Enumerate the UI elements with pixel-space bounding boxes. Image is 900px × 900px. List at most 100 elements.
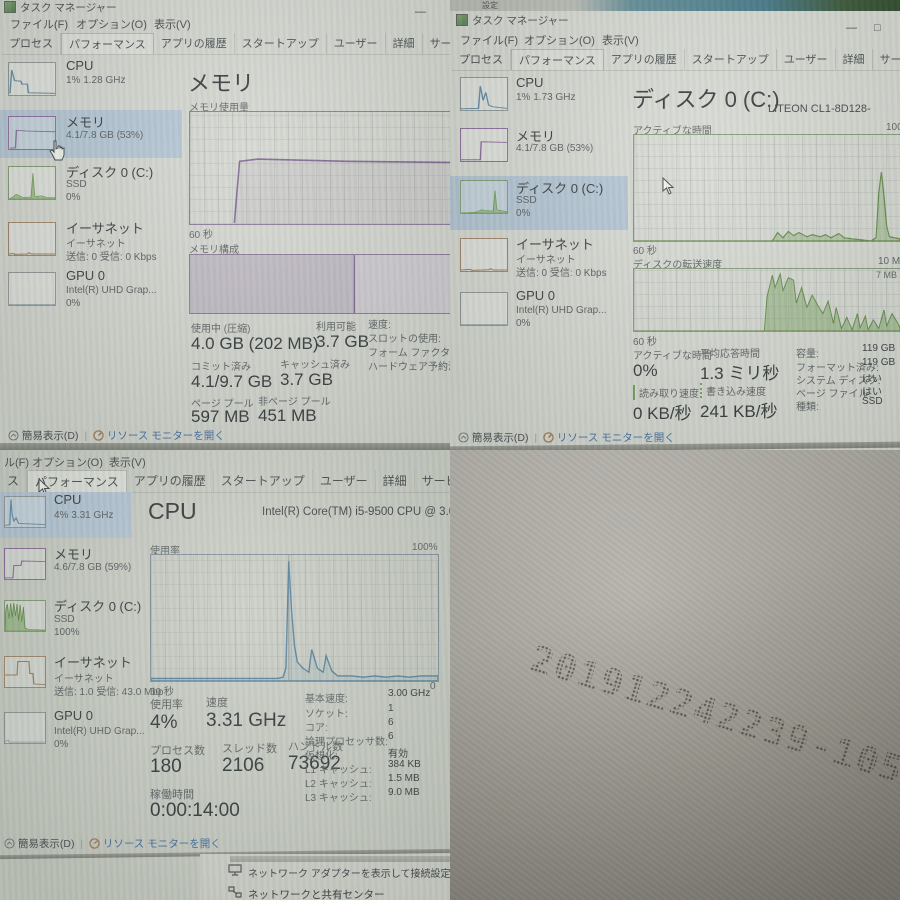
sidebar-item-gpu[interactable]: GPU 0 Intel(R) UHD Grap... 0%: [0, 708, 145, 760]
sidebar-memory-title: メモリ: [54, 547, 94, 562]
taskmgr-disk-window: 設定 タスク マネージャー — □ ファイル(F) オプション(O) 表示(V)…: [450, 0, 900, 450]
menu-file[interactable]: ファイル(F): [460, 35, 519, 47]
nonpaged-pool-value: 451 MB: [258, 406, 317, 425]
network-settings-window-fragment: ネットワーク アダプターを表示して接続設定を変更します ネットワークと共有センタ…: [200, 854, 450, 900]
sidebar-disk-title: ディスク 0 (C:): [516, 181, 604, 196]
hw-reserved-label: ハードウェア予約済み:: [368, 362, 450, 373]
minimize-button[interactable]: —: [415, 6, 426, 18]
active-time-stat-label: アクティブな時間: [633, 351, 712, 362]
tab-processes-fragment[interactable]: ス: [0, 470, 28, 492]
sidebar-item-memory[interactable]: メモリ 4.1/7.8 GB (53%): [0, 110, 182, 158]
sidebar-item-disk[interactable]: ディスク 0 (C:) SSD 0%: [0, 162, 182, 214]
tab-processes[interactable]: プロセス: [452, 49, 511, 70]
taskmgr-cpu-window: ル(F) オプション(O) 表示(V) ス パフォーマンス アプリの履歴 スター…: [0, 450, 450, 900]
tab-performance[interactable]: パフォーマンス: [511, 49, 604, 70]
sidebar-item-cpu[interactable]: CPU 4% 3.31 GHz: [0, 492, 132, 538]
menu-options[interactable]: オプション(O): [76, 19, 147, 31]
disk-thumbnail-chart: [460, 180, 508, 214]
sidebar-disk-percent: 100%: [54, 627, 80, 638]
tab-performance[interactable]: パフォーマンス: [61, 33, 154, 54]
sidebar-item-cpu[interactable]: CPU 1% 1.28 GHz: [0, 58, 182, 106]
chevron-up-circle-icon: [8, 430, 19, 441]
sidebar-ethernet-traffic: 送信: 1.0 受信: 43.0 Mbp: [54, 687, 164, 698]
metal-surface-photo: 201912242239-105: [450, 450, 900, 900]
maximize-button[interactable]: □: [874, 22, 881, 34]
logical-processors-label: 論理プロセッサ数:: [305, 737, 388, 748]
nonpaged-pool-label: 非ページ プール: [258, 397, 331, 408]
tab-app-history[interactable]: アプリの履歴: [127, 470, 214, 492]
photo-edge: [0, 443, 450, 450]
sidebar-gpu-name: Intel(R) UHD Grap...: [66, 285, 157, 296]
read-speed-value: 0 KB/秒: [633, 404, 692, 423]
sidebar-disk-percent: 0%: [66, 192, 81, 203]
sidebar-ethernet-name: イーサネット: [54, 674, 114, 685]
tab-startup[interactable]: スタートアップ: [214, 470, 313, 492]
committed-label: コミット済み: [191, 362, 251, 373]
sidebar-item-gpu[interactable]: GPU 0 Intel(R) UHD Grap... 0%: [450, 288, 628, 340]
sidebar-item-ethernet[interactable]: イーサネット イーサネット 送信: 0 受信: 0 Kbps: [0, 218, 182, 270]
tab-details[interactable]: 詳細: [386, 33, 423, 54]
menu-view[interactable]: 表示(V): [109, 457, 146, 469]
sidebar-cpu-title: CPU: [54, 492, 82, 507]
tab-bar: ス パフォーマンス アプリの履歴 スタートアップ ユーザー 詳細 サービス: [0, 470, 450, 493]
sidebar-item-ethernet[interactable]: イーサネット イーサネット 送信: 1.0 受信: 43.0 Mbp: [0, 652, 164, 704]
sidebar-item-ethernet[interactable]: イーサネット イーサネット 送信: 0 受信: 0 Kbps: [450, 234, 628, 286]
sidebar-item-disk[interactable]: ディスク 0 (C:) SSD 100%: [0, 596, 141, 648]
tab-details[interactable]: 詳細: [836, 49, 873, 70]
menu-file-fragment[interactable]: ル(F): [4, 457, 30, 469]
sidebar-item-memory[interactable]: メモリ 4.6/7.8 GB (59%): [0, 544, 132, 590]
transfer-scale: 10 MB: [878, 256, 900, 267]
menu-view[interactable]: 表示(V): [602, 35, 639, 47]
tab-services[interactable]: サービス: [873, 49, 900, 70]
network-adapter-link[interactable]: ネットワーク アダプターを表示して接続設定を変更します: [248, 869, 450, 880]
sidebar-gpu-title: GPU 0: [516, 288, 556, 303]
open-resource-monitor-link[interactable]: リソース モニターを開く: [556, 432, 675, 444]
tab-processes[interactable]: プロセス: [2, 33, 61, 54]
status-separator: |: [531, 432, 540, 444]
tab-users[interactable]: ユーザー: [313, 470, 376, 492]
tab-details[interactable]: 詳細: [376, 470, 415, 492]
sidebar-item-memory[interactable]: メモリ 4.1/7.8 GB (53%): [450, 126, 628, 174]
tab-startup[interactable]: スタートアップ: [235, 33, 327, 54]
tab-startup[interactable]: スタートアップ: [685, 49, 777, 70]
threads-value: 2106: [222, 755, 265, 776]
menu-options[interactable]: オプション(O): [524, 35, 595, 47]
resource-monitor-icon: [93, 430, 104, 441]
transfer-peak-label: 7 MB: [875, 270, 897, 280]
tab-performance[interactable]: パフォーマンス: [27, 470, 127, 492]
simple-view-toggle[interactable]: 簡易表示(D): [471, 432, 529, 444]
sidebar-cpu-stats: 1% 1.28 GHz: [66, 75, 126, 86]
sidebar-gpu-percent: 0%: [54, 739, 69, 750]
simple-view-toggle[interactable]: 簡易表示(D): [21, 430, 79, 442]
memory-usage-chart: [189, 111, 450, 225]
minimize-button[interactable]: —: [846, 22, 857, 34]
threads-label: スレッド数: [222, 743, 277, 755]
tab-services[interactable]: サービス: [415, 470, 450, 492]
l3-cache-value: 9.0 MB: [388, 787, 420, 798]
tab-services[interactable]: サービス: [423, 33, 450, 54]
simple-view-toggle[interactable]: 簡易表示(D): [17, 838, 75, 850]
cores-label: コア:: [305, 723, 328, 734]
cpu-thumbnail-chart: [4, 496, 46, 528]
disk-transfer-chart: 7 MB: [633, 268, 900, 332]
cpu-thumbnail-chart: [460, 77, 508, 111]
tab-users[interactable]: ユーザー: [777, 49, 836, 70]
cpu-timeline-label: 60 秒: [150, 687, 174, 698]
tab-app-history[interactable]: アプリの履歴: [154, 33, 235, 54]
open-resource-monitor-link[interactable]: リソース モニターを開く: [106, 430, 225, 442]
utilization-label: 使用率: [150, 699, 183, 711]
active-time-scale: 100%: [886, 122, 900, 133]
sidebar-cpu-stats: 1% 1.73 GHz: [516, 92, 576, 103]
cut-off-text-smear: [230, 856, 450, 862]
l2-cache-value: 1.5 MB: [388, 773, 420, 784]
menu-options[interactable]: オプション(O): [32, 457, 103, 469]
network-share-center-link[interactable]: ネットワークと共有センター: [248, 889, 385, 900]
menu-view[interactable]: 表示(V): [154, 19, 191, 31]
sidebar-item-gpu[interactable]: GPU 0 Intel(R) UHD Grap... 0%: [0, 268, 182, 320]
open-resource-monitor-link[interactable]: リソース モニターを開く: [102, 838, 221, 850]
menu-file[interactable]: ファイル(F): [10, 19, 69, 31]
tab-app-history[interactable]: アプリの履歴: [604, 49, 685, 70]
sidebar-item-cpu[interactable]: CPU 1% 1.73 GHz: [450, 75, 628, 123]
tab-users[interactable]: ユーザー: [327, 33, 386, 54]
sidebar-item-disk[interactable]: ディスク 0 (C:) SSD 0%: [450, 176, 628, 230]
